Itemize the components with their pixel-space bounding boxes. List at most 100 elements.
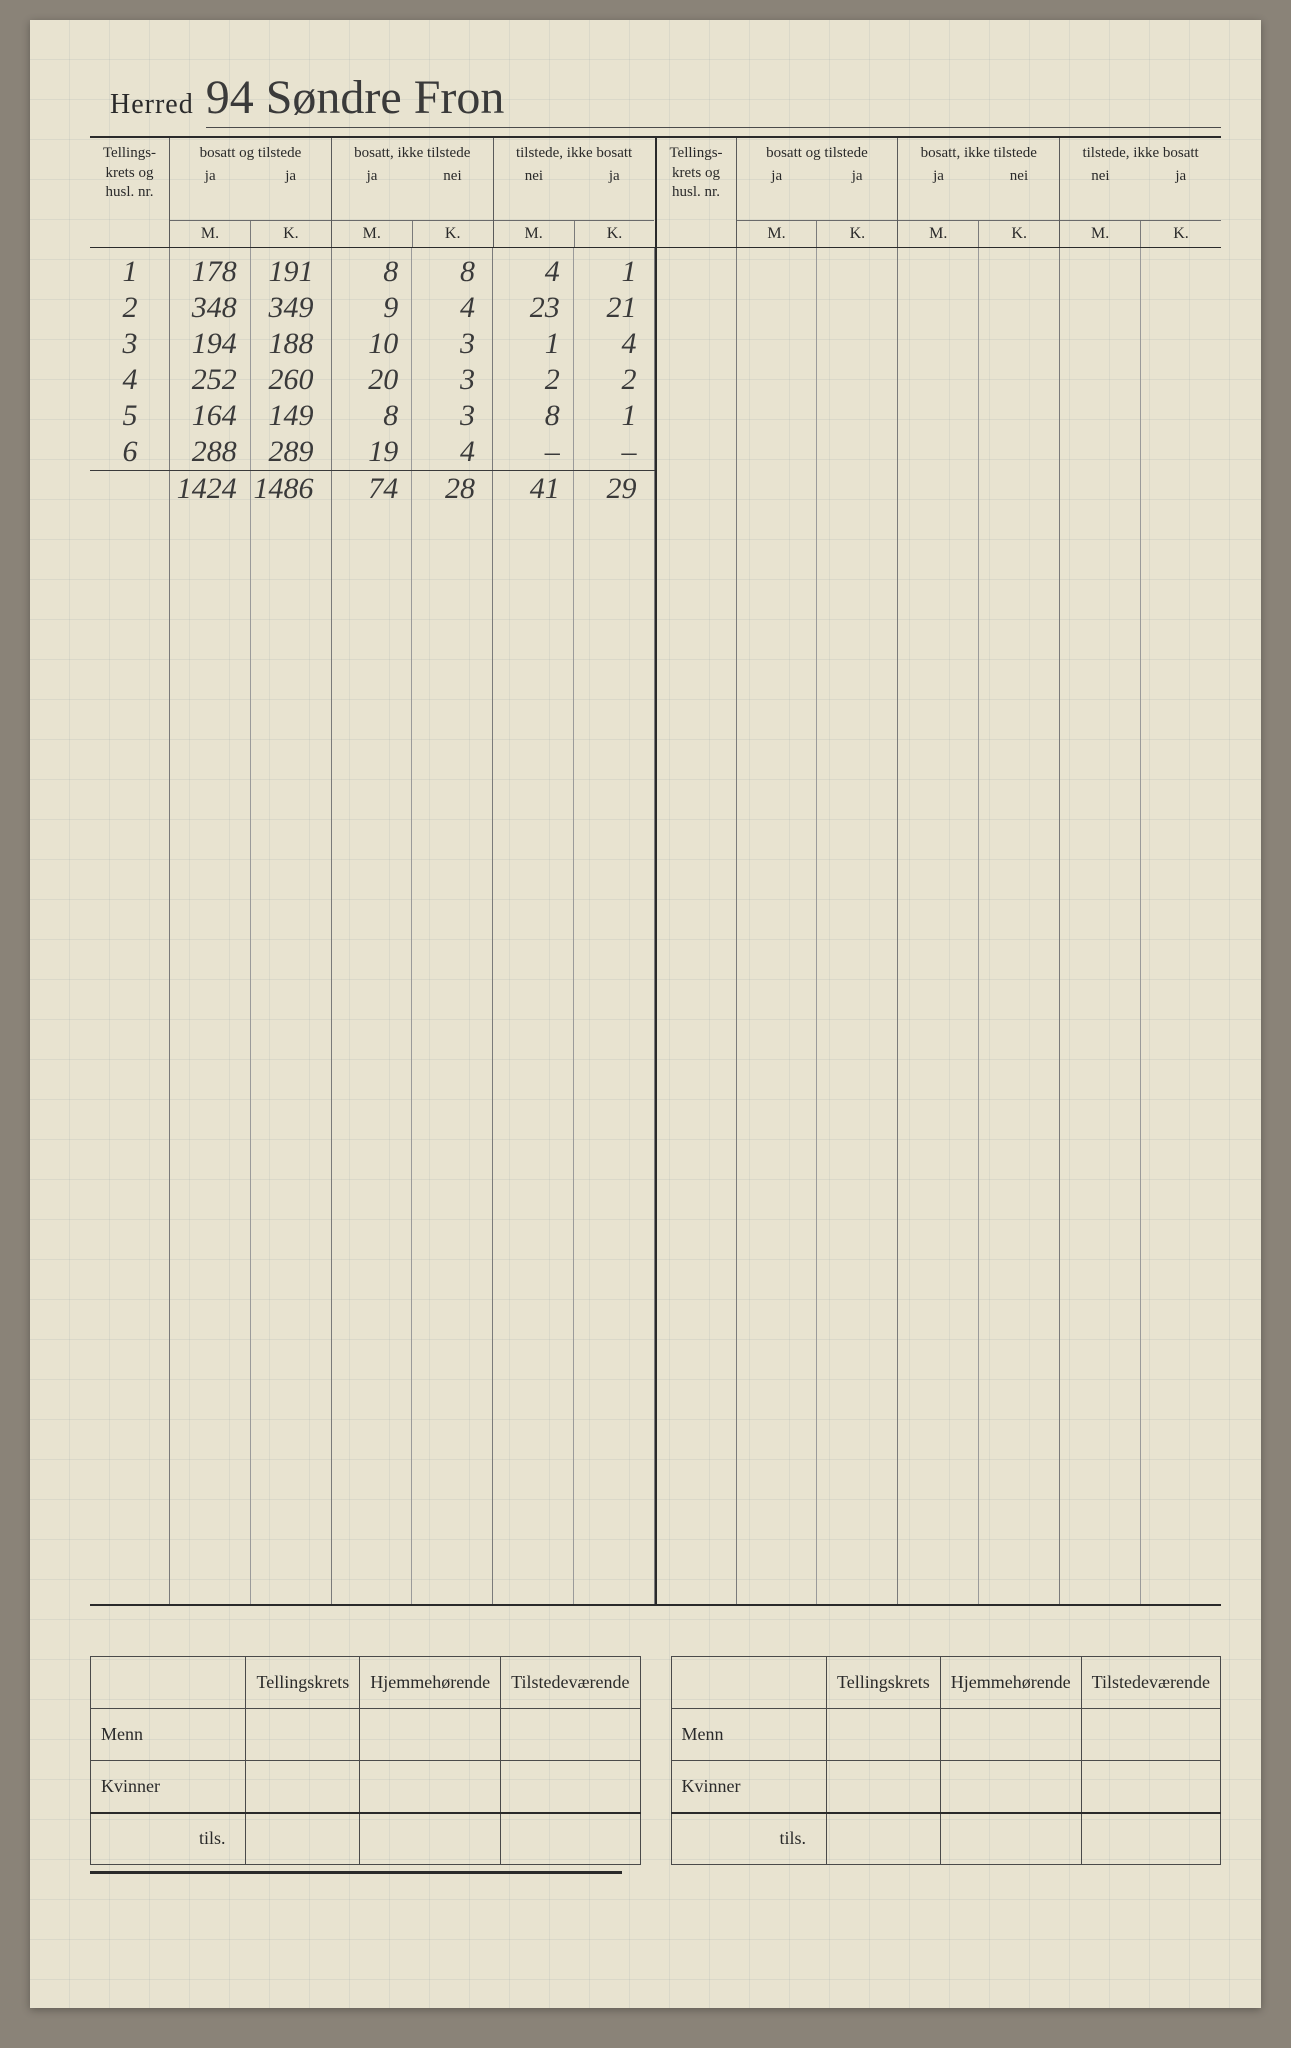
mk-label: K. <box>413 221 493 247</box>
cell-bi: 94 <box>332 291 494 325</box>
cell-ti: –– <box>493 435 655 469</box>
summary-col: Tilstedeværende <box>501 1657 640 1709</box>
mk-label: M. <box>898 221 979 247</box>
data-body-left: 1178191884123483499423213194188103144252… <box>90 248 655 1604</box>
cell-bt: 14241486 <box>170 472 332 506</box>
col-group-2: tilstede, ikke bosatt nei ja M. K. <box>1060 138 1221 247</box>
cell-nr: 4 <box>90 363 170 397</box>
summary-col: Hjemmehørende <box>940 1657 1081 1709</box>
group-title: bosatt og tilstede <box>737 142 898 164</box>
mk-label: M. <box>332 221 413 247</box>
cell-ti: 22 <box>493 363 655 397</box>
summary-col: Hjemmehørende <box>360 1657 501 1709</box>
data-row: 51641498381 <box>90 398 655 434</box>
sub-label: ja <box>332 166 412 187</box>
col-group-2: tilstede, ikke bosatt nei ja M. K. <box>494 138 655 247</box>
herred-line: Herred 94 Søndre Fron <box>110 70 1221 128</box>
herred-value: 94 Søndre Fron <box>206 70 1221 128</box>
sub-label: ja <box>250 166 330 187</box>
summary-row-label: Kvinner <box>91 1761 246 1813</box>
cell-nr: 2 <box>90 291 170 325</box>
mk-label: K. <box>817 221 897 247</box>
mk-label: K. <box>979 221 1059 247</box>
data-body-right <box>657 248 1222 1604</box>
summary-tils-label: tils. <box>91 1813 246 1865</box>
cell-bt: 164149 <box>170 399 332 433</box>
mk-label: M. <box>494 221 575 247</box>
cell-nr: 6 <box>90 435 170 469</box>
data-total-row: 1424148674284129 <box>90 470 655 506</box>
group-title: bosatt og tilstede <box>170 142 331 164</box>
columns-header: Tellings- krets og husl. nr. bosatt og t… <box>657 138 1222 248</box>
col-group-0: bosatt og tilstede ja ja M. K. <box>737 138 899 247</box>
sub-label: nei <box>412 166 492 187</box>
cell-bt: 288289 <box>170 435 332 469</box>
group-title: tilstede, ikke bosatt <box>1060 142 1221 164</box>
table-half-left: Tellings- krets og husl. nr. bosatt og t… <box>90 138 657 1604</box>
mk-label: M. <box>737 221 818 247</box>
cell-bi: 103 <box>332 327 494 361</box>
mk-label: M. <box>170 221 251 247</box>
columns-header: Tellings- krets og husl. nr. bosatt og t… <box>90 138 655 248</box>
cell-bt: 194188 <box>170 327 332 361</box>
cell-bi: 83 <box>332 399 494 433</box>
summary-table-left: Tellingskrets Hjemmehørende Tilstedevære… <box>90 1656 641 1865</box>
summary-row-label: Menn <box>91 1709 246 1761</box>
col-nr-header: Tellings- krets og husl. nr. <box>657 138 737 247</box>
group-title: bosatt, ikke tilstede <box>332 142 493 164</box>
data-row: 425226020322 <box>90 362 655 398</box>
mk-label: K. <box>251 221 331 247</box>
col-nr-header: Tellings- krets og husl. nr. <box>90 138 170 247</box>
data-row: 319418810314 <box>90 326 655 362</box>
data-row: 2348349942321 <box>90 290 655 326</box>
main-table: Tellings- krets og husl. nr. bosatt og t… <box>90 136 1221 1606</box>
summary-blank-corner <box>671 1657 826 1709</box>
summary-row-label: Menn <box>671 1709 826 1761</box>
summary-tils-label: tils. <box>671 1813 826 1865</box>
summary-col: Tellingskrets <box>826 1657 940 1709</box>
table-half-right: Tellings- krets og husl. nr. bosatt og t… <box>657 138 1222 1604</box>
census-form-page: Herred 94 Søndre Fron Tellings- krets og… <box>30 20 1261 2008</box>
cell-bi: 194 <box>332 435 494 469</box>
summary-row-label: Kvinner <box>671 1761 826 1813</box>
col-group-1: bosatt, ikke tilstede ja nei M. K. <box>332 138 494 247</box>
cell-nr: 5 <box>90 399 170 433</box>
cell-bi: 7428 <box>332 472 494 506</box>
summary-table-right: Tellingskrets Hjemmehørende Tilstedevære… <box>671 1656 1222 1865</box>
group-title: bosatt, ikke tilstede <box>898 142 1059 164</box>
summary-blank-corner <box>91 1657 246 1709</box>
cell-nr: 3 <box>90 327 170 361</box>
summary-col: Tellingskrets <box>246 1657 360 1709</box>
group-title: tilstede, ikke bosatt <box>494 142 655 164</box>
cell-ti: 41 <box>493 255 655 289</box>
cell-bi: 88 <box>332 255 494 289</box>
sub-label: ja <box>817 166 897 187</box>
sub-label: nei <box>979 166 1059 187</box>
col-nr-label: Tellings- krets og husl. nr. <box>659 144 734 203</box>
cell-bt: 348349 <box>170 291 332 325</box>
sub-label: ja <box>898 166 978 187</box>
cell-bi: 203 <box>332 363 494 397</box>
bottom-rule <box>90 1871 622 1874</box>
cell-ti: 4129 <box>493 472 655 506</box>
cell-ti: 81 <box>493 399 655 433</box>
mk-label: K. <box>1141 221 1221 247</box>
data-row: 6288289194–– <box>90 434 655 470</box>
cell-ti: 2321 <box>493 291 655 325</box>
col-nr-label: Tellings- krets og husl. nr. <box>92 144 167 203</box>
col-group-0: bosatt og tilstede ja ja M. K. <box>170 138 332 247</box>
sub-label: nei <box>1060 166 1140 187</box>
cell-bt: 252260 <box>170 363 332 397</box>
bottom-summary-area: Tellingskrets Hjemmehørende Tilstedevære… <box>90 1656 1221 1865</box>
summary-col: Tilstedeværende <box>1081 1657 1220 1709</box>
mk-label: K. <box>575 221 655 247</box>
col-group-1: bosatt, ikke tilstede ja nei M. K. <box>898 138 1060 247</box>
sub-label: ja <box>1141 166 1221 187</box>
sub-label: ja <box>574 166 654 187</box>
cell-bt: 178191 <box>170 255 332 289</box>
herred-label: Herred <box>110 89 194 121</box>
sub-label: ja <box>737 166 817 187</box>
data-row: 11781918841 <box>90 254 655 290</box>
mk-label: M. <box>1060 221 1141 247</box>
cell-nr: 1 <box>90 255 170 289</box>
